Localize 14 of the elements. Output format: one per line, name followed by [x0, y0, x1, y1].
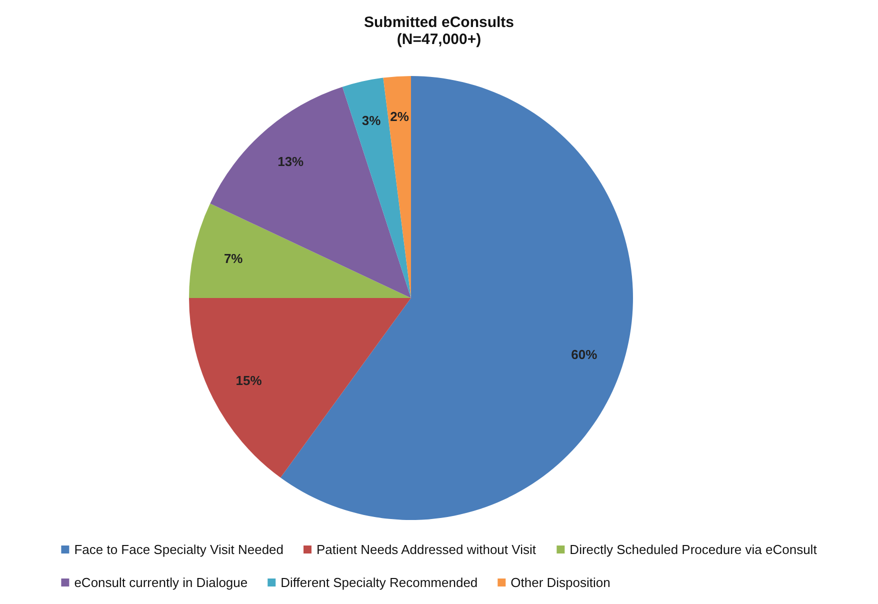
- legend-label: Directly Scheduled Procedure via eConsult: [570, 542, 818, 557]
- legend-label: eConsult currently in Dialogue: [74, 575, 248, 590]
- data-label: 13%: [278, 154, 304, 169]
- data-label: 2%: [390, 108, 410, 124]
- legend-label: Patient Needs Addressed without Visit: [316, 542, 536, 557]
- data-label: 60%: [571, 346, 598, 362]
- data-label: 3%: [362, 112, 382, 128]
- chart-subtitle: (N=47,000+): [396, 31, 482, 48]
- legend-label: Face to Face Specialty Visit Needed: [74, 542, 284, 557]
- data-label: 7%: [224, 250, 244, 266]
- chart-title: Submitted eConsults: [364, 14, 514, 31]
- data-label: 15%: [236, 373, 262, 388]
- legend-label: Different Specialty Recommended: [280, 575, 478, 590]
- legend-label: Other Disposition: [510, 575, 610, 590]
